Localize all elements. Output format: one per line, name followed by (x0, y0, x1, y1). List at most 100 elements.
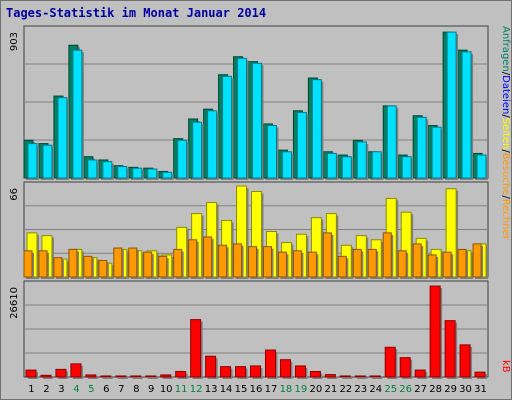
top-panel-bar-dateien-day-7 (117, 166, 128, 179)
top-panel-bar-dateien-day-27 (416, 116, 427, 179)
bottom-panel-bar-kb-day-25 (384, 346, 396, 378)
bottom-panel-bar-kb-day-29 (444, 320, 456, 378)
middle-panel-bar-besuche-day-25 (382, 232, 392, 278)
bottom-panel-bar-kb-day-30 (459, 344, 471, 378)
top-panel-bar-dateien-day-31 (476, 154, 487, 179)
x-tick-label-day-10: 10 (160, 384, 173, 395)
middle-panel-bar-besuche-day-11 (173, 248, 183, 278)
bottom-panel-bar-kb-day-16 (250, 365, 262, 378)
bottom-panel-bar-kb-day-21 (324, 374, 336, 378)
top-panel-bar-dateien-day-26 (401, 156, 412, 179)
x-tick-label-day-19: 19 (295, 384, 308, 395)
top-panel-bar-dateien-day-28 (431, 126, 442, 179)
bottom-panel-bar-kb-day-8-shadow (132, 377, 143, 379)
bottom-panel-bar-kb-day-24-shadow (372, 377, 383, 379)
x-tick-label-day-17: 17 (265, 384, 278, 395)
bottom-panel-bar-kb-day-1 (25, 369, 37, 378)
middle-panel-bar-besuche-day-21 (322, 232, 332, 278)
x-tick-label-day-7: 7 (118, 384, 124, 395)
top-panel-bar-dateien-day-22 (341, 156, 352, 179)
bottom-panel-bar-kb-day-7 (115, 375, 127, 378)
bottom-panel-bar-kb-day-9 (145, 375, 157, 378)
middle-panel-bar-besuche-day-30 (457, 248, 467, 278)
top-panel-bar-dateien-day-8 (132, 167, 143, 179)
x-tick-label-day-21: 21 (324, 384, 337, 395)
top-panel-bar-dateien-day-15 (237, 57, 248, 179)
middle-panel-bar-besuche-day-10 (158, 255, 168, 278)
middle-panel-bar-besuche-day-12 (188, 239, 198, 278)
bottom-panel-bar-kb-day-10 (160, 374, 172, 378)
right-label-0: Anfragen (500, 26, 511, 72)
x-tick-label-day-27: 27 (414, 384, 427, 395)
x-tick-label-day-24: 24 (369, 384, 382, 395)
middle-panel-bar-besuche-day-16 (248, 246, 258, 278)
middle-panel-bar-besuche-day-6 (98, 259, 108, 278)
x-tick-label-day-13: 13 (205, 384, 218, 395)
top-panel-bar-dateien-day-2 (42, 144, 53, 179)
right-series-labels: Anfragen/Dateien/Seiten/Besuche/Rechner (500, 26, 511, 241)
top-panel-bar-dateien-day-1 (27, 143, 38, 179)
middle-panel-bar-besuche-day-3 (53, 257, 63, 278)
middle-panel-bar-besuche-day-15 (233, 243, 243, 278)
middle-panel-bar-besuche-day-26 (397, 250, 407, 278)
middle-panel-bar-besuche-day-17 (262, 246, 272, 278)
bottom-panel-bar-kb-day-10-shadow (162, 376, 173, 379)
x-tick-label-day-12: 12 (190, 384, 203, 395)
bottom-panel-bar-kb-day-22 (339, 375, 351, 378)
bottom-panel-bar-kb-day-5 (85, 374, 97, 378)
bottom-panel-bar-kb-day-4 (70, 363, 82, 378)
x-tick-label-day-14: 14 (220, 384, 233, 395)
right-label-5: / (500, 149, 511, 153)
bottom-panel-bar-kb-day-5-shadow (87, 376, 98, 379)
middle-panel-bar-besuche-day-7 (113, 247, 123, 278)
x-tick-label-day-18: 18 (280, 384, 293, 395)
middle-panel-ymax-label: 66 (9, 188, 20, 201)
top-panel-bar-dateien-day-3 (57, 97, 68, 179)
middle-panel-bar-besuche-day-29 (442, 251, 452, 278)
bottom-panel-bar-kb-day-23-shadow (357, 377, 368, 379)
bottom-panel-bar-kb-day-15 (235, 366, 247, 378)
bottom-panel-bar-kb-day-18 (279, 359, 291, 378)
top-panel-bar-dateien-day-18 (281, 151, 292, 179)
bottom-panel-bar-kb-day-6 (100, 375, 112, 378)
middle-panel-bar-besuche-day-5 (83, 255, 93, 278)
bottom-panel-bar-kb-day-12 (190, 319, 202, 378)
bottom-panel-bar-kb-day-9-shadow (147, 377, 158, 379)
bottom-panel-bar-kb-day-2-shadow (42, 377, 53, 379)
x-tick-label-day-11: 11 (175, 384, 188, 395)
bottom-panel-bar-kb-day-17 (264, 349, 276, 378)
x-tick-label-day-15: 15 (235, 384, 248, 395)
bottom-panel-bar-kb-day-31 (474, 371, 486, 378)
middle-panel-bar-besuche-day-14 (218, 244, 228, 278)
middle-panel-bar-besuche-day-27 (412, 243, 422, 278)
top-panel-bar-dateien-day-14 (222, 75, 233, 179)
x-tick-label-day-16: 16 (250, 384, 263, 395)
bottom-panel-ymax-label: 26610 (9, 287, 20, 319)
bottom-panel-bar-kb-day-11 (175, 370, 187, 378)
x-tick-label-day-3: 3 (58, 384, 64, 395)
x-tick-label-day-9: 9 (148, 384, 154, 395)
bottom-panel-bar-kb-day-23 (354, 375, 366, 378)
middle-panel-bar-besuche-day-4 (68, 248, 78, 278)
right-label-7: / (500, 195, 511, 199)
x-tick-label-day-22: 22 (339, 384, 352, 395)
x-tick-label-day-25: 25 (384, 384, 397, 395)
bottom-panel-bar-kb-day-3 (55, 368, 67, 378)
top-panel-bar-dateien-day-19 (296, 111, 307, 179)
middle-panel-bar-besuche-day-22 (337, 255, 347, 278)
top-panel-bar-dateien-day-20 (311, 79, 322, 179)
right-label-2: Dateien (500, 75, 511, 114)
bottom-panel-bar-kb-day-26 (399, 357, 411, 378)
bottom-panel-bar-kb-day-24 (369, 375, 381, 378)
bottom-panel-bar-kb-day-21-shadow (327, 376, 338, 379)
x-tick-label-day-8: 8 (133, 384, 139, 395)
right-label-3: / (500, 114, 511, 118)
bottom-panel-bar-kb-day-14 (220, 366, 232, 378)
x-tick-label-day-2: 2 (43, 384, 49, 395)
middle-panel-bar-besuche-day-19 (292, 250, 302, 278)
bottom-panel-bar-kb-day-2 (40, 374, 52, 378)
chart-title: Tages-Statistik im Monat Januar 2014 (6, 6, 267, 20)
right-label-1: / (500, 72, 511, 76)
middle-panel-bar-besuche-day-13 (203, 236, 213, 278)
middle-panel-bar-besuche-day-18 (277, 251, 287, 278)
